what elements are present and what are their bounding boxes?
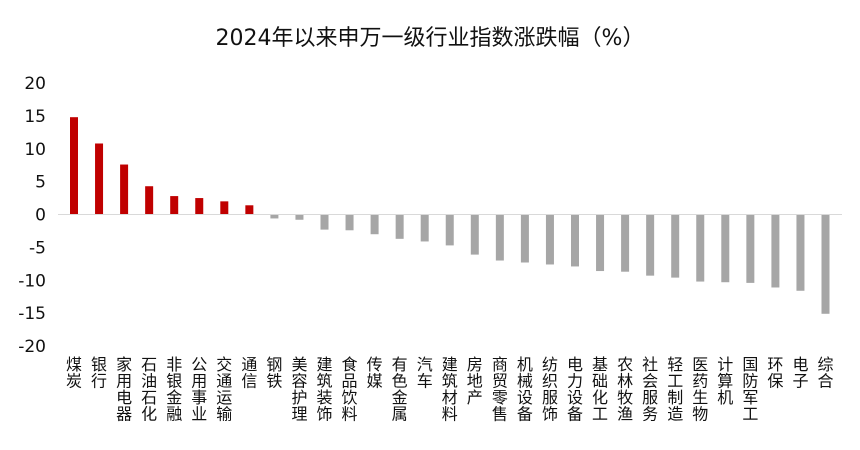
x-category-label: 计算机 <box>717 355 733 407</box>
y-tick-label: -20 <box>18 337 46 357</box>
chart-title: 2024年以来申万一级行业指数涨跌幅（%） <box>215 26 645 51</box>
y-tick-label: 15 <box>24 107 46 127</box>
x-category-label: 美容护理 <box>291 355 307 424</box>
x-category-label: 石油石化 <box>141 355 157 424</box>
bar-电力设备 <box>571 214 579 267</box>
bar-医药生物 <box>696 214 705 282</box>
x-category-label: 公用事业 <box>191 355 207 424</box>
x-category-label: 基础化工 <box>592 355 608 424</box>
bar-电子 <box>796 214 805 291</box>
x-category-label: 食品饮料 <box>342 355 358 424</box>
x-category-label: 电子 <box>792 355 808 391</box>
bar-计算机 <box>721 214 730 283</box>
bar-房地产 <box>470 214 479 255</box>
x-category-label: 综合 <box>817 355 833 391</box>
bar-建筑装饰 <box>320 214 329 230</box>
x-category-label: 钢铁 <box>266 355 282 391</box>
y-tick-label: 10 <box>24 140 46 160</box>
x-category-label: 社会服务 <box>642 355 658 424</box>
x-category-label: 环保 <box>767 355 783 391</box>
x-category-label: 建筑装饰 <box>316 355 332 424</box>
x-category-label: 非银金融 <box>166 355 182 424</box>
x-category-label: 建筑材料 <box>442 355 458 424</box>
y-tick-label: -10 <box>18 271 46 291</box>
x-category-label: 交通运输 <box>216 355 232 424</box>
bar-钢铁 <box>270 214 279 219</box>
bar-石油石化 <box>145 186 154 215</box>
bar-交通运输 <box>220 201 229 215</box>
bar-传媒 <box>370 214 379 235</box>
y-tick-label: 0 <box>35 206 46 226</box>
x-category-label: 轻工制造 <box>667 355 683 424</box>
bar-有色金属 <box>395 214 404 239</box>
x-category-label: 通信 <box>241 355 257 391</box>
bar-食品饮料 <box>345 214 354 231</box>
bar-纺织服饰 <box>545 214 554 265</box>
bar-综合 <box>821 214 830 314</box>
x-category-label: 银行 <box>91 355 107 391</box>
x-category-label: 电力设备 <box>567 355 583 424</box>
x-category-label: 机械设备 <box>517 355 533 424</box>
x-category-label: 汽车 <box>417 355 433 391</box>
bar-环保 <box>771 214 780 288</box>
x-category-label: 家用电器 <box>116 355 132 424</box>
bars-group <box>70 117 830 314</box>
x-category-label: 房地产 <box>467 355 483 407</box>
bar-美容护理 <box>295 214 304 220</box>
y-axis-tick-labels: 20 15 10 5 0 -5 -10 -15 -20 <box>18 74 46 357</box>
x-category-label: 国防军工 <box>742 355 758 424</box>
bar-建筑材料 <box>445 214 454 246</box>
bar-商贸零售 <box>495 214 504 261</box>
bar-家用电器 <box>120 164 129 215</box>
x-category-label: 有色金属 <box>392 355 408 424</box>
bar-国防军工 <box>746 214 755 283</box>
x-category-label: 医药生物 <box>692 355 708 424</box>
x-category-label: 商贸零售 <box>492 355 508 424</box>
x-category-label: 煤炭 <box>66 355 82 391</box>
y-tick-label: 20 <box>24 74 46 94</box>
bar-公用事业 <box>195 198 204 215</box>
bar-社会服务 <box>646 214 655 276</box>
y-tick-label: -15 <box>18 304 46 324</box>
bar-农林牧渔 <box>621 214 630 272</box>
bar-煤炭 <box>70 117 78 215</box>
bar-非银金融 <box>170 196 179 215</box>
x-category-label: 农林牧渔 <box>617 355 633 424</box>
bar-基础化工 <box>596 214 605 272</box>
x-axis-category-labels: 煤炭银行家用电器石油石化非银金融公用事业交通运输通信钢铁美容护理建筑装饰食品饮料… <box>66 355 834 424</box>
y-tick-label: -5 <box>29 238 46 258</box>
bar-汽车 <box>420 214 429 242</box>
bar-银行 <box>95 143 104 215</box>
bar-轻工制造 <box>671 214 680 278</box>
x-category-label: 传媒 <box>367 355 383 391</box>
bar-机械设备 <box>520 214 529 263</box>
y-tick-label: 5 <box>35 173 46 193</box>
bar-通信 <box>245 205 254 215</box>
x-category-label: 纺织服饰 <box>542 355 558 424</box>
